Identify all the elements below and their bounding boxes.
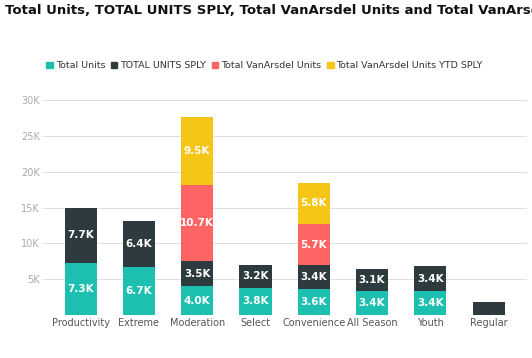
Text: 6.4K: 6.4K bbox=[126, 239, 152, 249]
Legend: Total Units, TOTAL UNITS SPLY, Total VanArsdel Units, Total VanArsdel Units YTD : Total Units, TOTAL UNITS SPLY, Total Van… bbox=[43, 58, 487, 74]
Text: 3.4K: 3.4K bbox=[359, 298, 385, 308]
Bar bbox=[123, 221, 155, 267]
Text: 3.4K: 3.4K bbox=[417, 298, 444, 308]
Bar bbox=[298, 224, 330, 265]
Bar bbox=[472, 302, 505, 315]
Bar bbox=[64, 208, 97, 263]
Text: 9.5K: 9.5K bbox=[184, 146, 210, 156]
Bar bbox=[356, 291, 388, 315]
Bar bbox=[414, 291, 446, 315]
Text: 3.4K: 3.4K bbox=[417, 274, 444, 284]
Text: 7.3K: 7.3K bbox=[67, 284, 94, 294]
Text: 7.7K: 7.7K bbox=[67, 230, 94, 240]
Bar bbox=[356, 268, 388, 291]
Bar bbox=[298, 265, 330, 289]
Bar bbox=[414, 266, 446, 291]
Bar bbox=[239, 265, 271, 288]
Text: Total Units, TOTAL UNITS SPLY, Total VanArsdel Units and Total VanArsdel Uni...: Total Units, TOTAL UNITS SPLY, Total Van… bbox=[5, 4, 532, 16]
Text: 3.8K: 3.8K bbox=[242, 296, 269, 306]
Bar bbox=[181, 117, 213, 185]
Bar bbox=[298, 289, 330, 315]
Text: 6.7K: 6.7K bbox=[126, 286, 152, 296]
Bar bbox=[298, 183, 330, 224]
Text: 5.8K: 5.8K bbox=[301, 198, 327, 208]
Text: 4.0K: 4.0K bbox=[184, 296, 211, 306]
Text: 3.2K: 3.2K bbox=[242, 271, 269, 281]
Text: 3.5K: 3.5K bbox=[184, 269, 211, 279]
Text: 5.7K: 5.7K bbox=[301, 240, 327, 250]
Bar bbox=[181, 261, 213, 286]
Text: 3.6K: 3.6K bbox=[301, 297, 327, 307]
Text: 10.7K: 10.7K bbox=[180, 218, 214, 228]
Bar bbox=[239, 288, 271, 315]
Text: 3.4K: 3.4K bbox=[301, 272, 327, 282]
Bar bbox=[64, 263, 97, 315]
Bar bbox=[123, 267, 155, 315]
Text: 3.1K: 3.1K bbox=[359, 275, 385, 285]
Bar bbox=[181, 286, 213, 315]
Bar bbox=[181, 185, 213, 261]
